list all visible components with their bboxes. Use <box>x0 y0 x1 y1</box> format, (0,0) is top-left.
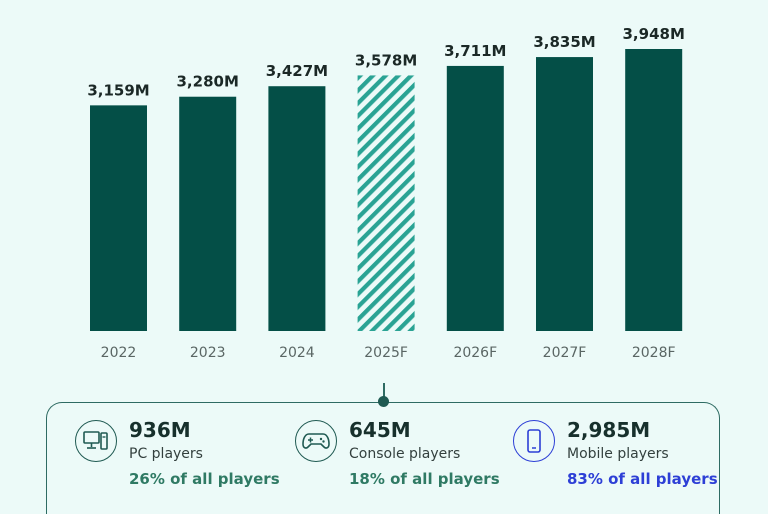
data-label-2023: 3,280M <box>177 73 239 91</box>
desktop-computer-icon <box>75 420 117 462</box>
connector-line <box>383 383 385 403</box>
bar-2027F <box>536 57 593 331</box>
mobile-players-value: 2,985M <box>567 418 651 442</box>
console-players-value: 645M <box>349 418 411 442</box>
data-label-2022: 3,159M <box>87 81 149 99</box>
x-tick-2024: 2024 <box>279 345 315 361</box>
data-label-2026F: 3,711M <box>444 42 506 60</box>
bar-chart: 3,159M 2022 3,280M 2023 3,427M 2024 3,578M 2025… <box>87 25 685 361</box>
x-tick-2027F: 2027F <box>543 345 587 361</box>
bar-2022 <box>90 105 147 331</box>
x-tick-2026F: 2026F <box>453 345 497 361</box>
x-tick-2028F: 2028F <box>632 345 676 361</box>
console-players-share: 18% of all players <box>349 470 500 488</box>
x-tick-2025F: 2025F <box>364 345 408 361</box>
bar-2028F <box>625 49 683 331</box>
bar-2026F <box>446 65 504 331</box>
x-tick-2022: 2022 <box>101 345 137 361</box>
mobile-players-label: Mobile players <box>567 446 669 462</box>
data-label-2028F: 3,948M <box>623 25 685 43</box>
gamepad-icon <box>295 420 337 462</box>
mobile-players-share: 83% of all players <box>567 470 718 488</box>
bar-2025F <box>357 75 415 331</box>
connector-dot <box>378 396 389 407</box>
pc-players-label: PC players <box>129 446 203 462</box>
pc-players-share: 26% of all players <box>129 470 280 488</box>
x-tick-2023: 2023 <box>190 345 226 361</box>
data-label-2024: 3,427M <box>266 62 328 80</box>
bar-2023 <box>179 96 237 331</box>
console-players-label: Console players <box>349 446 461 462</box>
pc-players-value: 936M <box>129 418 191 442</box>
data-label-2027F: 3,835M <box>533 33 595 51</box>
bar-2024 <box>268 86 326 331</box>
smartphone-icon <box>513 420 555 462</box>
data-label-2025F: 3,578M <box>355 51 417 69</box>
